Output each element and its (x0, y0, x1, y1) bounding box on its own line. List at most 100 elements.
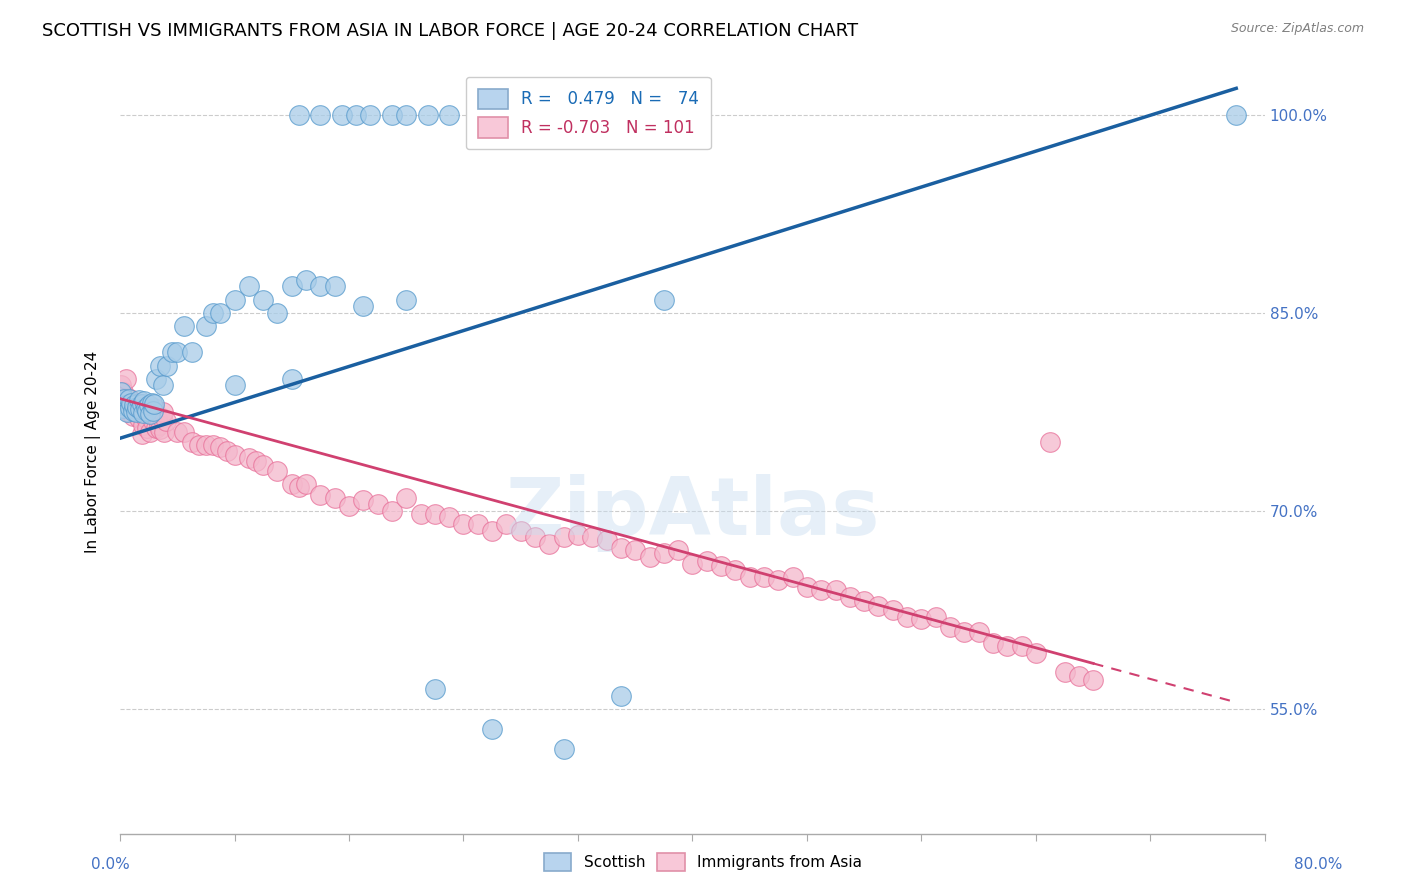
Point (160, 345, 183, 359)
Point (111, 401, 134, 415)
Text: ZipAtlas: ZipAtlas (505, 474, 880, 552)
Point (481, 524, 503, 538)
Point (352, 493, 374, 508)
Point (138, 405, 160, 419)
Point (125, 405, 148, 419)
Point (129, 401, 152, 415)
Point (149, 359, 172, 373)
Point (567, 527, 589, 541)
Point (173, 318, 195, 333)
Point (120, 401, 142, 415)
Point (323, 491, 346, 505)
Point (117, 405, 139, 419)
Point (115, 398, 138, 412)
Point (131, 397, 153, 411)
Point (868, 599, 890, 613)
Point (135, 401, 157, 415)
Point (112, 392, 135, 406)
Text: 0.0%: 0.0% (91, 857, 131, 872)
Point (202, 306, 225, 320)
Point (138, 398, 160, 412)
Point (995, 639, 1018, 653)
Point (395, 108, 418, 122)
Point (145, 372, 167, 386)
Point (838, 590, 860, 604)
Y-axis label: In Labor Force | Age 20-24: In Labor Force | Age 20-24 (86, 351, 101, 552)
Point (128, 392, 150, 407)
Point (309, 279, 332, 293)
Point (409, 507, 432, 521)
Point (114, 372, 136, 386)
Point (481, 722, 503, 736)
Point (152, 405, 174, 419)
Point (153, 425, 176, 439)
Point (367, 497, 389, 511)
Point (882, 603, 904, 617)
Point (323, 279, 346, 293)
Point (122, 409, 145, 423)
Point (910, 612, 932, 626)
Point (110, 384, 132, 399)
Point (281, 372, 304, 386)
Point (925, 609, 948, 624)
Point (1225, 108, 1247, 122)
Point (194, 318, 217, 333)
Point (124, 398, 146, 412)
Point (150, 411, 173, 425)
Point (309, 488, 332, 502)
Point (581, 108, 603, 122)
Point (553, 530, 575, 544)
Point (141, 395, 163, 409)
Point (152, 378, 174, 392)
Point (117, 392, 139, 406)
Point (238, 451, 260, 466)
Point (110, 378, 132, 392)
Point (281, 477, 304, 491)
Point (395, 293, 418, 307)
Point (134, 405, 156, 419)
Text: 80.0%: 80.0% (1295, 857, 1343, 872)
Point (423, 507, 446, 521)
Point (652, 293, 675, 307)
Point (149, 422, 172, 436)
Point (752, 570, 775, 584)
Point (710, 559, 733, 574)
Point (738, 570, 761, 584)
Point (981, 636, 1004, 650)
Point (252, 293, 274, 307)
Point (824, 583, 846, 598)
Text: SCOTTISH VS IMMIGRANTS FROM ASIA IN LABOR FORCE | AGE 20-24 CORRELATION CHART: SCOTTISH VS IMMIGRANTS FROM ASIA IN LABO… (42, 22, 858, 40)
Point (111, 384, 134, 399)
Point (135, 411, 157, 425)
Point (209, 306, 232, 320)
Point (127, 395, 149, 409)
Point (266, 464, 288, 478)
Point (166, 345, 188, 359)
Point (194, 438, 217, 452)
Point (337, 499, 360, 513)
Point (352, 299, 374, 313)
Point (939, 620, 962, 634)
Point (121, 395, 143, 409)
Point (180, 345, 202, 359)
Point (381, 504, 404, 518)
Point (595, 533, 617, 547)
Point (810, 583, 832, 598)
Point (145, 420, 167, 434)
Point (180, 435, 202, 450)
Point (120, 392, 142, 406)
Point (610, 689, 633, 703)
Point (131, 427, 153, 442)
Point (624, 543, 647, 558)
Point (139, 408, 162, 422)
Point (122, 403, 145, 417)
Point (495, 108, 517, 122)
Point (395, 491, 418, 505)
Point (224, 293, 246, 307)
Point (553, 108, 575, 122)
Text: Source: ZipAtlas.com: Source: ZipAtlas.com (1230, 22, 1364, 36)
Legend: Scottish, Immigrants from Asia: Scottish, Immigrants from Asia (538, 847, 868, 877)
Point (132, 406, 155, 420)
Point (967, 625, 990, 640)
Legend: R =   0.479   N =   74, R = -0.703   N = 101: R = 0.479 N = 74, R = -0.703 N = 101 (467, 77, 710, 149)
